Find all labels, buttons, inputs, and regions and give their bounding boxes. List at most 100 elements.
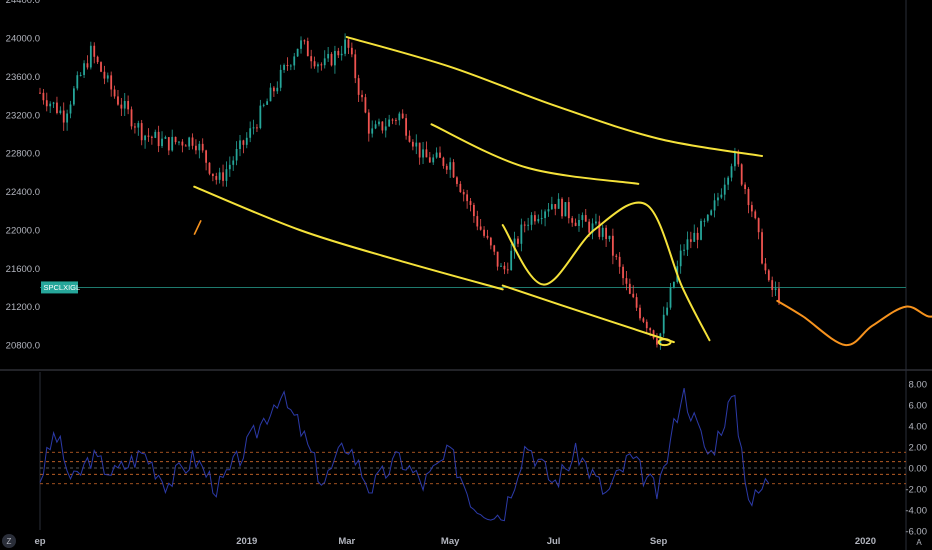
- symbol-badge-label: SPCLXIGL: [44, 283, 81, 292]
- candle-body: [493, 245, 496, 252]
- candle-body: [506, 269, 509, 271]
- oscillator-axis[interactable]: 8.00 6.00 4.00 2.00 0.00 -2.00 -4.00 -6.00: [905, 380, 927, 538]
- candle-body: [435, 152, 438, 158]
- candle-body: [361, 94, 363, 98]
- candle-body: [520, 224, 523, 244]
- candle-body: [69, 104, 72, 114]
- candle-body: [347, 39, 350, 48]
- bottom-circle-drawing: [657, 338, 672, 347]
- candle-body: [56, 102, 58, 114]
- price-tick-label: 22400.0: [6, 187, 40, 198]
- candle-body: [289, 65, 292, 67]
- candle-body: [83, 63, 85, 75]
- candle-body: [201, 143, 204, 151]
- candle-body: [462, 192, 465, 195]
- candle-body: [181, 141, 184, 146]
- candle-body: [530, 215, 533, 225]
- candle-body: [59, 110, 62, 114]
- candle-body: [72, 88, 75, 105]
- candle-body: [276, 87, 279, 92]
- auto-scale-button[interactable]: A: [916, 538, 922, 547]
- candle-body: [327, 53, 330, 59]
- candle-body: [242, 140, 245, 145]
- candle-body: [591, 223, 594, 233]
- candle-body: [191, 137, 194, 146]
- candle-body: [371, 128, 374, 134]
- symbol-badge-background: [41, 281, 78, 294]
- candle-body: [442, 157, 445, 166]
- candle-body: [120, 104, 123, 109]
- oscillator-tick-label: 8.00: [909, 380, 928, 391]
- candle-body: [256, 127, 258, 129]
- candle-body: [496, 251, 499, 267]
- candle-body: [303, 40, 306, 42]
- candle-body: [425, 149, 428, 158]
- candle-body: [286, 65, 289, 67]
- candle-body: [540, 218, 543, 220]
- price-tick-label: 24400.0: [6, 0, 40, 6]
- candle-body: [388, 119, 391, 127]
- candle-body: [744, 184, 746, 190]
- candle-body: [611, 235, 614, 256]
- oscillator-tick-label: 0.00: [909, 464, 928, 475]
- oscillator-tick-label: -6.00: [905, 527, 927, 538]
- candle-body: [635, 297, 638, 308]
- candle-body: [293, 56, 296, 66]
- candle-body: [418, 142, 421, 158]
- candle-body: [537, 218, 540, 222]
- candle-body: [767, 270, 770, 281]
- candle-body: [86, 63, 89, 68]
- candle-body: [218, 172, 221, 180]
- candle-body: [320, 64, 323, 66]
- candle-body: [723, 184, 726, 195]
- candle-body: [354, 54, 357, 79]
- candle-body: [364, 97, 367, 113]
- candle-body: [669, 287, 672, 308]
- price-tick-label: 22000.0: [6, 225, 40, 236]
- candle-body: [696, 232, 699, 240]
- candle-body: [469, 201, 472, 205]
- candle-body: [734, 152, 736, 167]
- candle-body: [350, 47, 353, 55]
- price-tick-label: 22800.0: [6, 149, 40, 160]
- candle-body: [428, 157, 431, 163]
- candle-body: [764, 263, 767, 271]
- price-axis[interactable]: 24800.024400.024000.023600.023200.022800…: [6, 0, 40, 352]
- time-tick-label: Sep: [650, 536, 668, 547]
- corner-circle-left: [2, 534, 16, 548]
- candle-body: [76, 75, 79, 89]
- candle-body: [195, 145, 197, 151]
- candle-body: [262, 104, 265, 106]
- candle-body: [564, 202, 567, 217]
- candle-body: [683, 249, 685, 251]
- candle-body: [232, 160, 235, 165]
- candle-body: [174, 136, 177, 143]
- candle-body: [245, 137, 248, 145]
- candle-body: [618, 256, 621, 267]
- candle-body: [571, 218, 574, 223]
- candle-body: [578, 220, 580, 226]
- candle-body: [89, 45, 92, 68]
- candle-body: [703, 220, 706, 222]
- candle-body: [378, 121, 380, 125]
- candle-body: [449, 162, 452, 170]
- candle-body: [527, 224, 530, 226]
- candle-body: [615, 255, 618, 257]
- candle-body: [405, 118, 408, 136]
- oscillator-pane-grid: [40, 451, 906, 485]
- oscillator-series: [39, 388, 770, 522]
- candle-body: [771, 280, 774, 291]
- candle-body: [391, 119, 394, 121]
- candle-body: [608, 235, 611, 239]
- candle-body: [581, 215, 584, 221]
- candle-body: [367, 112, 370, 134]
- candle-body: [628, 283, 631, 294]
- time-tick-label: 2019: [236, 536, 257, 547]
- candle-body: [479, 226, 482, 230]
- time-axis[interactable]: ep2019MarMayJulSep2020MarMayJulSep26: [34, 536, 932, 547]
- candle-body: [62, 110, 65, 123]
- corner-logo-left[interactable]: Z: [2, 534, 16, 548]
- candle-body: [662, 314, 665, 334]
- candle-body: [384, 126, 387, 131]
